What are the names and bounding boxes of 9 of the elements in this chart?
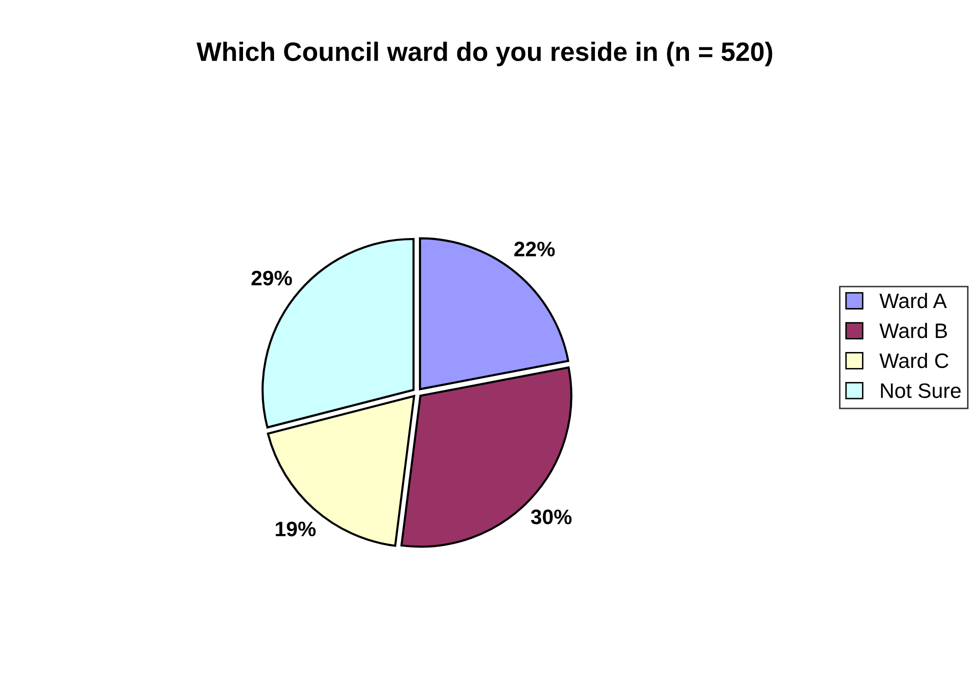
data-label: 22%: [514, 242, 555, 256]
data-label: 19%: [276, 522, 316, 536]
data-label: 30%: [530, 510, 572, 524]
legend-label: Ward B: [879, 322, 947, 338]
legend-label: Not Sure: [881, 383, 961, 398]
legend-label: Ward A: [879, 292, 947, 308]
chart-title: Which Council ward do you reside in (n = 520): [196, 42, 772, 66]
legend-label: Ward C: [879, 352, 948, 368]
data-label: 29%: [252, 270, 292, 286]
